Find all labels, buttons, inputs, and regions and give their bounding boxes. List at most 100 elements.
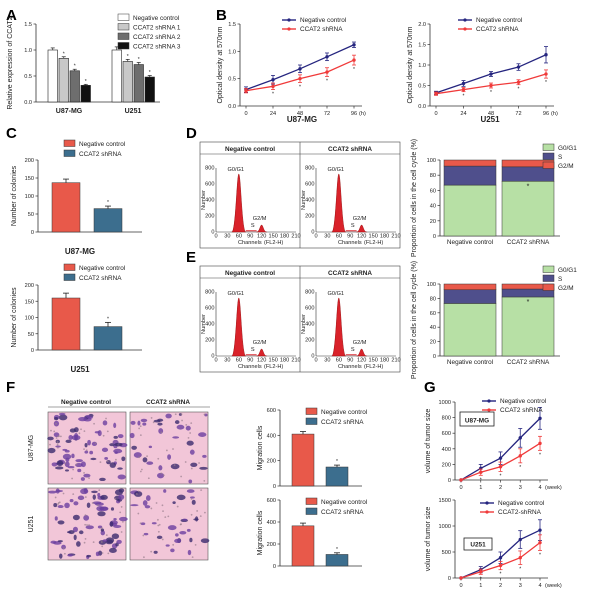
membrane-pore — [100, 541, 103, 543]
panel-label-g: G — [424, 379, 436, 396]
significance-marker: * — [519, 566, 521, 572]
y-axis-title: volume of tumor size — [425, 507, 432, 572]
image-row-label: U251 — [28, 516, 35, 533]
image-column-title: CCAT2 shRNA — [146, 399, 190, 406]
legend-swatch — [542, 274, 555, 282]
bar-ccat2-shrna — [93, 326, 123, 351]
significance-marker: * — [480, 477, 482, 483]
flow-x-tick-label: 210 — [391, 234, 400, 240]
data-point — [298, 76, 302, 81]
stained-cell — [193, 518, 199, 521]
legend-label: Negative control — [500, 398, 546, 405]
stained-cell — [113, 524, 122, 528]
stained-cell — [99, 477, 106, 482]
membrane-pore — [160, 472, 163, 475]
stained-cell — [77, 495, 85, 501]
bar-ccat2-shrna-2 — [69, 70, 80, 103]
flow-y-title: Number — [201, 190, 207, 210]
stained-cell — [95, 551, 100, 557]
membrane-pore — [200, 489, 203, 492]
y-tick-label: 1.5 — [24, 22, 32, 28]
stained-cell — [101, 447, 109, 453]
membrane-pore — [139, 470, 142, 473]
stained-cell — [100, 528, 105, 532]
legend-label: Negative control — [300, 17, 346, 24]
cell-line-label: U251 — [70, 365, 90, 374]
significance-marker: * — [527, 299, 530, 306]
stained-cell — [133, 452, 142, 458]
data-point — [516, 80, 521, 84]
y-tick-label: 1.0 — [228, 49, 236, 55]
flow-y-tick-label: 600 — [305, 182, 314, 188]
flow-x-tick-label: 180 — [280, 358, 289, 364]
flow-x-tick-label: 120 — [357, 358, 366, 364]
y-axis-title: Proportion of cells in the cell cycle (%… — [411, 139, 418, 257]
membrane-pore — [139, 434, 142, 437]
data-point — [538, 528, 542, 532]
membrane-pore — [106, 460, 109, 463]
stained-cell — [113, 518, 117, 521]
stained-cell — [65, 469, 70, 472]
significance-marker: * — [545, 80, 547, 86]
y-tick-label: 40 — [430, 204, 436, 210]
data-point — [489, 72, 493, 76]
flow-x-tick-label: 30 — [324, 234, 330, 240]
membrane-pore — [162, 474, 165, 477]
x-tick-label: 48 — [297, 111, 303, 117]
legend-swatch — [63, 149, 76, 157]
significance-marker: * — [336, 459, 338, 465]
stained-cell — [182, 518, 188, 521]
y-axis-title: Relative expression of CCAT2 — [7, 16, 14, 109]
stained-cell — [144, 505, 151, 509]
flow-y-tick-label: 400 — [305, 198, 314, 204]
stained-cell — [67, 531, 71, 534]
chart-b2: 0.0 0.5 1.0 1.5 2.0 Optical density at 570nm 0… — [407, 17, 558, 124]
panel-label-b: B — [216, 7, 227, 24]
stained-cell — [172, 436, 180, 439]
y-tick-label: 80 — [430, 173, 436, 179]
stained-cell — [117, 434, 124, 439]
flow-x-tick-label: 90 — [347, 358, 353, 364]
stained-cell — [158, 465, 163, 471]
legend-swatch — [117, 32, 130, 40]
legend-label: Negative control — [321, 499, 367, 506]
y-tick-label: 0 — [448, 576, 451, 582]
stack-g0-g1 — [443, 184, 497, 237]
flow-peak-label: G2/M — [353, 340, 367, 346]
data-point — [498, 563, 503, 568]
y-tick-label: 0.5 — [418, 84, 426, 90]
stained-cell — [53, 503, 58, 508]
stained-cell — [64, 502, 70, 509]
y-tick-label: 200 — [442, 462, 451, 468]
significance-marker: * — [539, 552, 541, 558]
x-unit-label: (week) — [545, 583, 562, 589]
stained-cell — [146, 461, 154, 465]
category-label: CCAT2 shRNA — [507, 239, 550, 246]
stained-cell — [170, 548, 175, 553]
membrane-pore — [92, 541, 95, 544]
y-tick-label: 100 — [427, 158, 436, 164]
category-label: Negative control — [447, 239, 493, 246]
data-point — [298, 67, 302, 71]
cell-line-label: U87-MG — [287, 115, 317, 124]
bar-negative-control — [47, 49, 58, 103]
stained-cell — [114, 442, 123, 447]
x-unit-label: (week) — [545, 485, 562, 491]
legend-marker — [463, 18, 467, 22]
stained-cell — [111, 533, 120, 540]
chart-a: 0.0 0.5 1.0 1.5 Relative expression of CCAT2… — [7, 13, 181, 115]
flow-x-tick-label: 30 — [224, 358, 230, 364]
data-point — [325, 55, 329, 59]
stained-cell — [67, 553, 73, 557]
significance-marker: * — [107, 316, 109, 322]
y-tick-label: 1.0 — [418, 63, 426, 69]
stained-cell — [100, 530, 105, 536]
legend-swatch — [305, 507, 318, 515]
stained-cell — [57, 520, 65, 525]
stained-cell — [167, 525, 177, 531]
membrane-pore — [121, 520, 124, 523]
stained-cell — [85, 525, 94, 530]
significance-marker: * — [519, 465, 521, 471]
stained-cell — [91, 490, 98, 494]
stack-g0-g1 — [501, 181, 555, 237]
